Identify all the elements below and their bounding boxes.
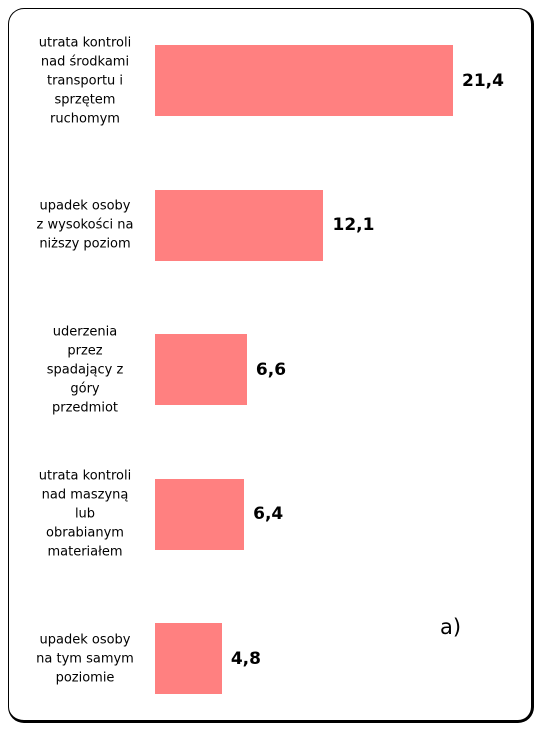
bar (155, 623, 222, 695)
category-label: upadek osoby na tym samym poziomie (36, 632, 134, 686)
category-label: utrata kontroli nad środkami transportu … (38, 35, 132, 126)
value-label: 4,8 (230, 648, 261, 669)
value-label: 6,4 (253, 504, 284, 525)
value-label: 6,6 (255, 359, 287, 380)
bar (155, 189, 324, 261)
bar (155, 45, 453, 116)
value-label: 21,4 (462, 70, 504, 91)
bar (155, 478, 245, 550)
bar (155, 334, 247, 406)
category-label: utrata kontroli nad maszyną lub obrabian… (38, 468, 132, 560)
category-label: uderzenia przez spadający z góry przedmi… (46, 324, 124, 416)
value-label: 12,1 (332, 215, 375, 236)
category-label: upadek osoby z wysokości na niższy pozio… (36, 198, 134, 252)
annotation: a) (440, 615, 462, 639)
chart-frame (8, 8, 534, 723)
